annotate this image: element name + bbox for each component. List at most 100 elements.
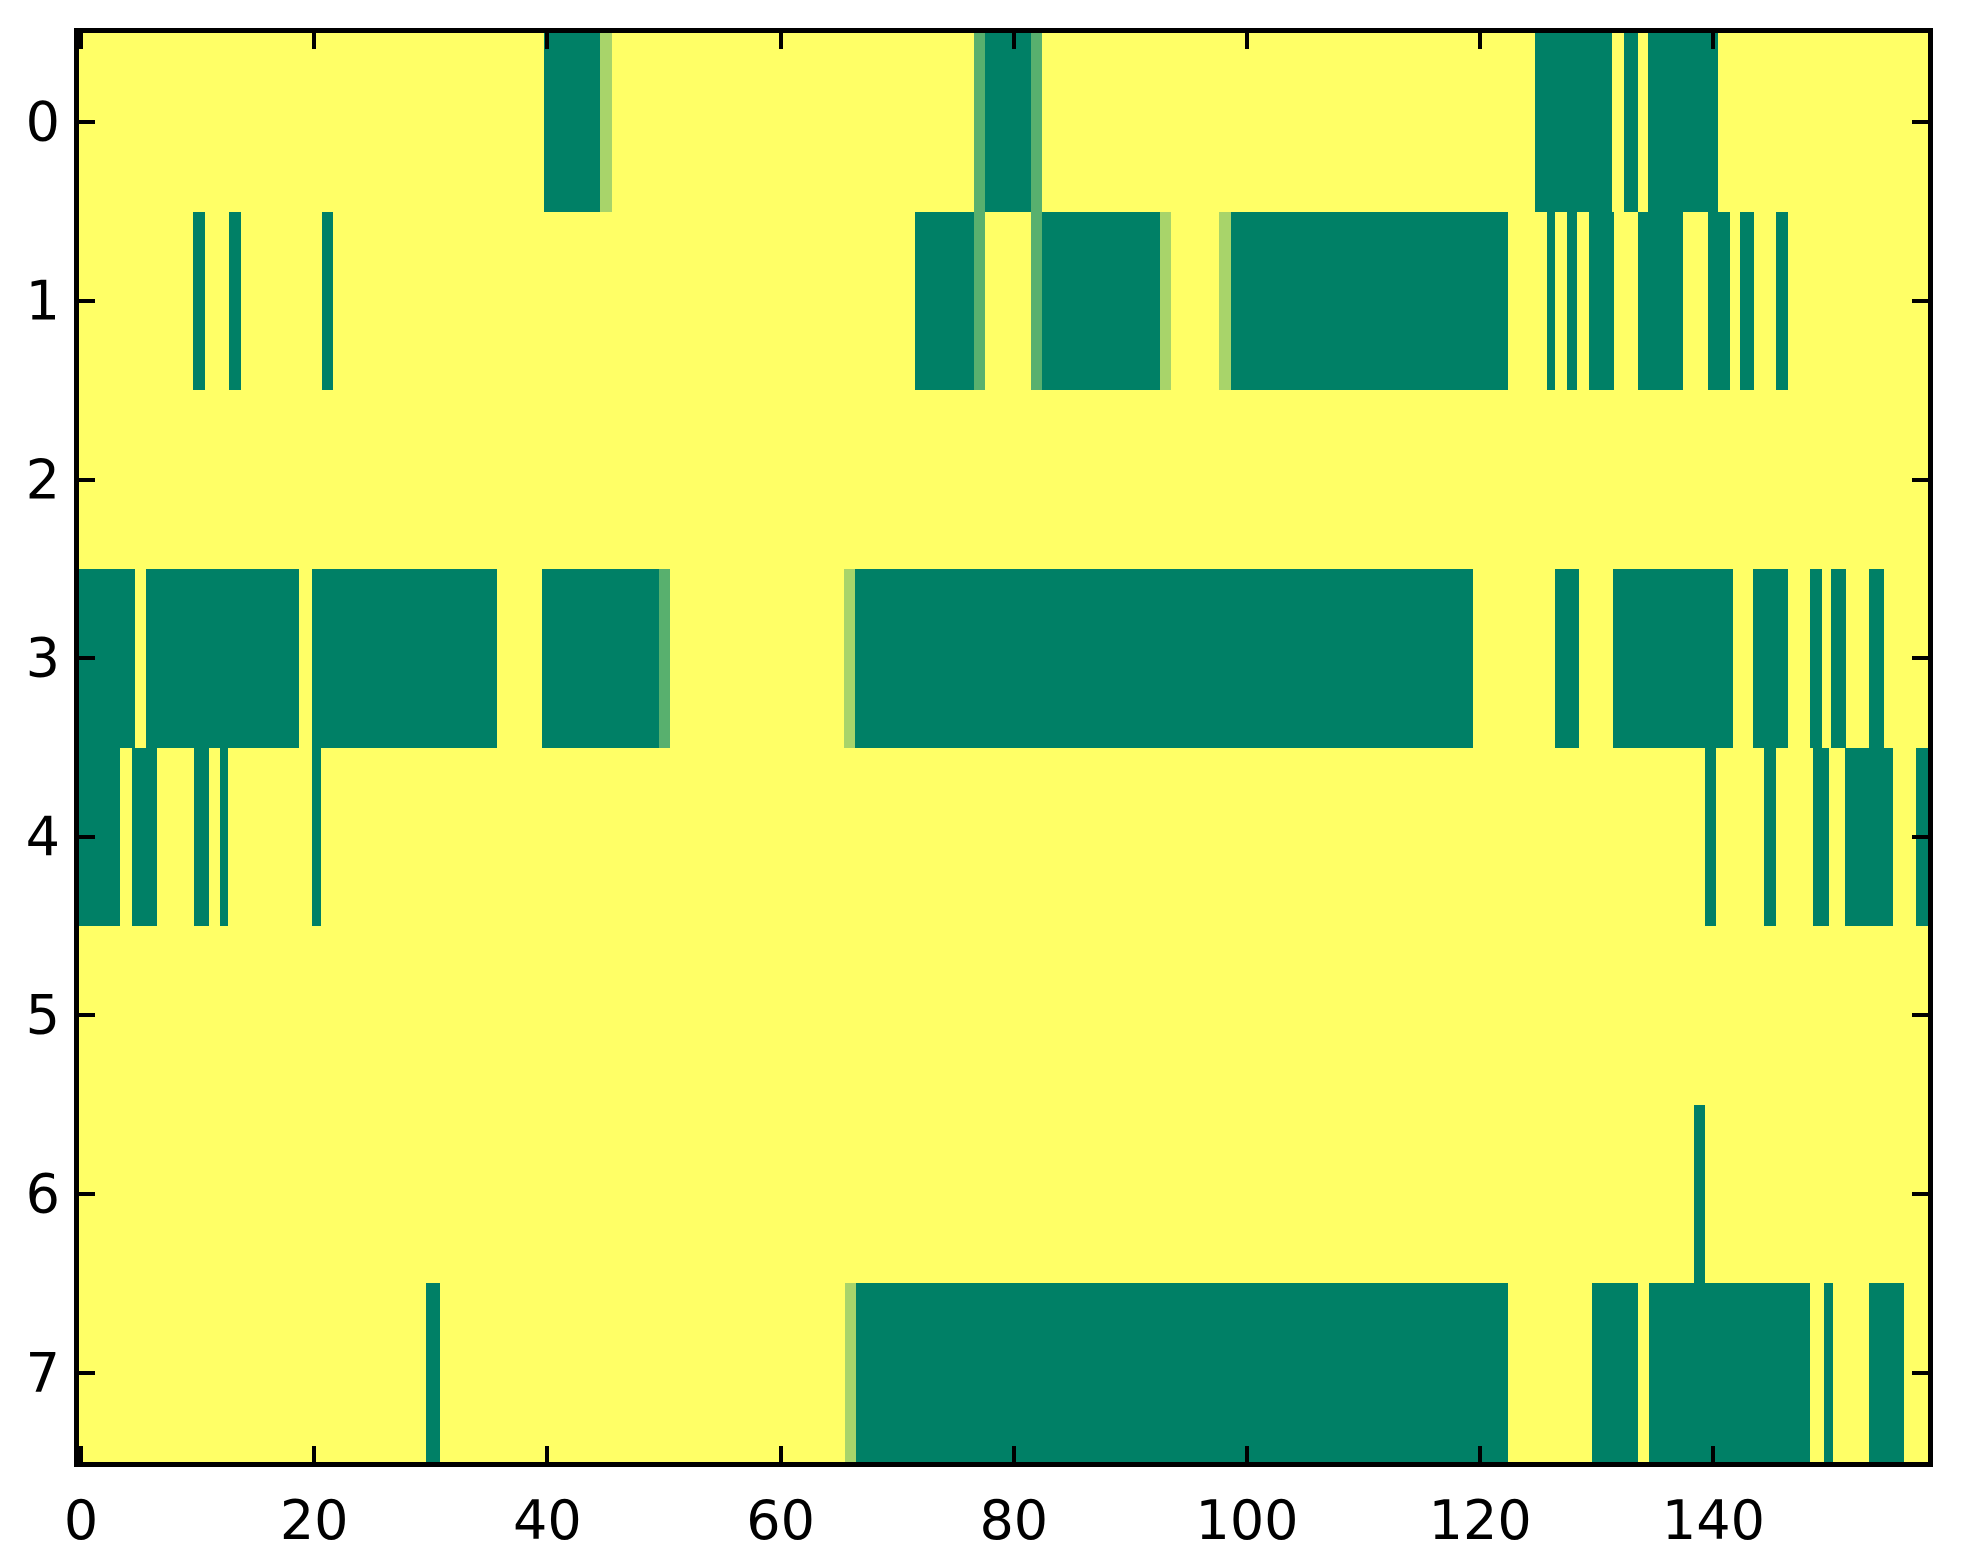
heatmap-segment [974, 33, 985, 212]
heatmap-segment [426, 1283, 441, 1462]
heatmap-row-6 [79, 1104, 1928, 1284]
heatmap-segment [1693, 1104, 1706, 1284]
y-tick-label-3: 3 [25, 626, 60, 690]
y-tick [1912, 1013, 1928, 1018]
x-tick [1711, 33, 1716, 49]
y-tick [79, 656, 95, 661]
x-tick [79, 1446, 83, 1462]
heatmap-segment [1566, 211, 1577, 391]
heatmap-segment [1868, 1283, 1904, 1462]
y-tick [79, 1192, 95, 1197]
heatmap-segment [1740, 211, 1755, 391]
x-tick [545, 1446, 550, 1462]
y-tick-label-7: 7 [25, 1341, 60, 1405]
y-tick [1912, 1192, 1928, 1197]
y-tick [79, 477, 95, 482]
heatmap-segment [1776, 211, 1789, 391]
heatmap-segment [984, 33, 1032, 212]
y-tick [1912, 834, 1928, 839]
x-tick [79, 33, 83, 49]
heatmap-segment [194, 747, 210, 927]
x-tick-label-60: 60 [746, 1489, 815, 1552]
y-tick [79, 834, 95, 839]
heatmap-segment [659, 568, 670, 748]
heatmap-segment [1031, 33, 1042, 212]
heatmap-segment [1812, 747, 1829, 927]
x-tick-label-140: 140 [1661, 1489, 1765, 1552]
heatmap-segment [311, 747, 322, 927]
heatmap-segment [1613, 568, 1734, 748]
heatmap-segment [1219, 211, 1231, 391]
heatmap-segment [1707, 211, 1730, 391]
heatmap-segment [146, 568, 299, 748]
x-tick [1478, 1446, 1483, 1462]
heatmap-segment [192, 211, 205, 391]
y-tick [1912, 1370, 1928, 1375]
heatmap-row-2 [79, 390, 1928, 569]
x-tick-label-100: 100 [1195, 1489, 1299, 1552]
x-tick-label-40: 40 [513, 1489, 582, 1552]
heatmap-segment [1763, 747, 1777, 927]
heatmap-segment [1041, 211, 1160, 391]
heatmap-segment [1824, 1283, 1834, 1462]
x-tick [312, 1446, 317, 1462]
heatmap-segment [541, 568, 660, 748]
heatmap-row-1 [79, 211, 1928, 391]
heatmap-row-7 [79, 1283, 1928, 1462]
heatmap-segment [1546, 211, 1555, 391]
heatmap-segment [1588, 211, 1615, 391]
heatmap-segment [311, 568, 498, 748]
x-tick [1011, 33, 1016, 49]
y-tick-label-1: 1 [25, 269, 60, 333]
heatmap-row-4 [79, 747, 1928, 927]
x-tick [545, 33, 550, 49]
heatmap-segment [229, 211, 241, 391]
heatmap-segment [1230, 211, 1509, 391]
x-tick [312, 33, 317, 49]
heatmap-segment [1845, 747, 1893, 927]
y-tick-label-6: 6 [25, 1162, 60, 1226]
heatmap-segment [844, 1283, 857, 1462]
y-tick [1912, 656, 1928, 661]
heatmap-segment [1649, 1283, 1811, 1462]
heatmap-segment [1592, 1283, 1638, 1462]
x-tick [1011, 1446, 1016, 1462]
y-tick [1912, 477, 1928, 482]
heatmap-row-5 [79, 926, 1928, 1105]
heatmap-segment [322, 211, 333, 391]
y-tick [79, 1013, 95, 1018]
heatmap-segment [1648, 33, 1719, 212]
x-tick [778, 1446, 783, 1462]
heatmap-segment [1637, 211, 1684, 391]
x-tick-label-0: 0 [63, 1489, 99, 1552]
heatmap-segment [1554, 568, 1580, 748]
heatmap-segment [1623, 33, 1638, 212]
y-tick-label-5: 5 [25, 983, 60, 1047]
heatmap-segment [1810, 568, 1822, 748]
x-tick-label-80: 80 [979, 1489, 1049, 1552]
heatmap-segment [843, 568, 856, 748]
x-tick [1245, 1446, 1249, 1462]
heatmap-segment [855, 568, 1474, 748]
heatmap-segment [914, 211, 975, 391]
heatmap-segment [1753, 568, 1788, 748]
x-tick-label-120: 120 [1428, 1489, 1532, 1552]
heatmap-segment [856, 1283, 1509, 1462]
heatmap-row-3 [79, 568, 1928, 748]
y-tick [79, 1370, 95, 1375]
heatmap-segment [132, 747, 157, 927]
x-tick [778, 33, 783, 49]
heatmap-segment [974, 211, 985, 391]
y-tick [79, 120, 95, 125]
heatmap-segment [1868, 568, 1884, 748]
y-tick-label-2: 2 [25, 448, 60, 512]
x-tick [1245, 33, 1249, 49]
heatmap-cells [79, 33, 1928, 1462]
heatmap-segment [1831, 568, 1847, 748]
heatmap-segment [219, 747, 228, 927]
y-tick [1912, 120, 1928, 125]
x-tick [1711, 1446, 1716, 1462]
y-tick-label-4: 4 [25, 805, 60, 869]
heatmap-segment [1705, 747, 1716, 927]
